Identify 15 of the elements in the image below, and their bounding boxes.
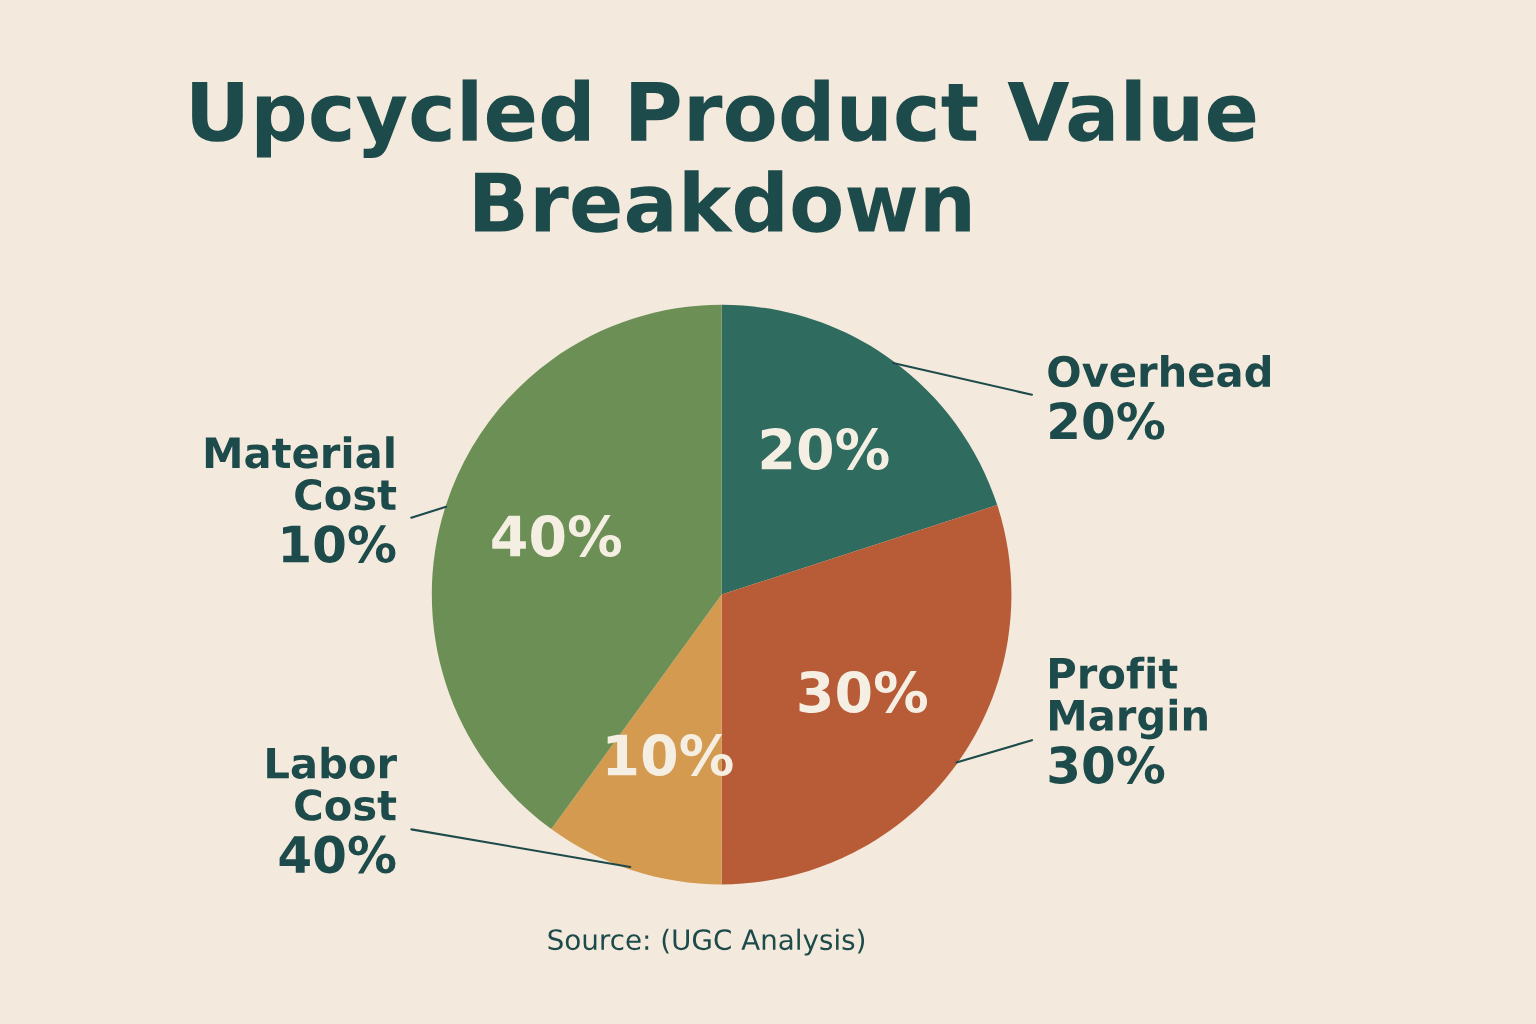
slice-label: Labor Cost xyxy=(267,746,397,821)
pie-slice xyxy=(721,304,998,595)
source-note: Source: (UGC Analysis) xyxy=(548,928,865,956)
text: 20% xyxy=(1050,401,1165,440)
slice-label: Profit Margin xyxy=(1050,656,1207,740)
data-label: 20% xyxy=(761,428,889,471)
chart-title: Upcycled Product Value Breakdown xyxy=(192,79,1256,233)
text: 30% xyxy=(1049,746,1165,784)
slice-label: Material Cost xyxy=(205,436,397,511)
data-label: 30% xyxy=(799,670,928,713)
data-label: 40% xyxy=(492,514,621,557)
text: 40% xyxy=(279,835,396,874)
text: 10% xyxy=(283,525,396,563)
slice-label: Overhead xyxy=(1048,354,1270,388)
data-label: 10% xyxy=(607,734,733,777)
